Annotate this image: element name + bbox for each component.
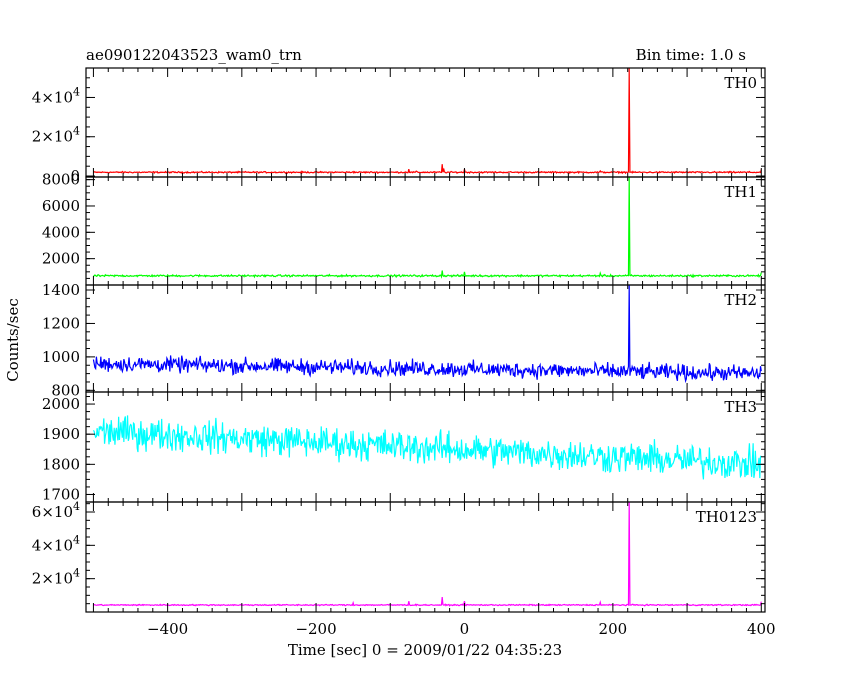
x-tick-label: −200 bbox=[295, 620, 336, 638]
x-tick-label: 200 bbox=[599, 620, 628, 638]
panel-th0123: 2×104 4×104 6×104 TH0123 bbox=[32, 500, 766, 613]
y-tick-label: 4×104 bbox=[32, 85, 80, 106]
panel-frame bbox=[85, 284, 766, 393]
x-axis-label: Time [sec] 0 = 2009/01/22 04:35:23 bbox=[288, 641, 562, 659]
panel-name-label: TH0 bbox=[724, 74, 757, 92]
y-tick-label: 4000 bbox=[42, 223, 80, 241]
panel-th0: 0 2×104 4×104 TH0 bbox=[32, 67, 766, 185]
x-tick-label: 400 bbox=[747, 620, 776, 638]
y-tick-label: 2000 bbox=[42, 395, 80, 413]
y-tick-label: 2×104 bbox=[32, 125, 80, 146]
y-tick-label: 1200 bbox=[42, 314, 80, 332]
y-tick-label: 6×104 bbox=[32, 500, 80, 521]
y-tick-label: 4×104 bbox=[32, 533, 80, 554]
y-tick-label: 1000 bbox=[42, 348, 80, 366]
bin-time-label: Bin time: 1.0 s bbox=[636, 46, 746, 64]
panel-name-label: TH3 bbox=[724, 398, 757, 416]
y-tick-label: 1400 bbox=[42, 281, 80, 299]
y-tick-label: 0 bbox=[70, 167, 80, 185]
x-tick-label: −400 bbox=[147, 620, 188, 638]
y-tick-label: 1700 bbox=[42, 485, 80, 503]
panel-name-label: TH0123 bbox=[696, 508, 757, 526]
series-line-th0123 bbox=[93, 501, 762, 607]
panel-frame bbox=[85, 501, 766, 613]
y-tick-label: 800 bbox=[51, 381, 80, 399]
series-line-th0 bbox=[93, 67, 762, 175]
series-line-th3 bbox=[92, 415, 762, 480]
y-tick-label: 1900 bbox=[42, 425, 80, 443]
panel-frame bbox=[85, 176, 766, 286]
series-line-th2 bbox=[92, 284, 762, 384]
panel-name-label: TH1 bbox=[724, 183, 757, 201]
panel-th2: 800 1000 1200 1400 TH2 bbox=[42, 281, 766, 399]
panel-frame bbox=[85, 67, 766, 178]
panel-th3: 1700 1800 1900 2000 TH3 bbox=[42, 391, 766, 503]
series-line-th1 bbox=[93, 176, 762, 279]
y-tick-label: 2×104 bbox=[32, 567, 80, 588]
chart-title: ae090122043523_wam0_trn bbox=[86, 46, 302, 64]
y-tick-label: 2000 bbox=[42, 250, 80, 268]
y-tick-label: 1800 bbox=[42, 455, 80, 473]
y-tick-label: 8000 bbox=[42, 171, 80, 189]
x-tick-label: 0 bbox=[460, 620, 470, 638]
y-axis-label: Counts/sec bbox=[4, 298, 22, 382]
panel-th1: 2000 4000 6000 8000 TH1 bbox=[42, 171, 766, 286]
panel-name-label: TH2 bbox=[724, 291, 757, 309]
y-tick-label: 6000 bbox=[42, 197, 80, 215]
